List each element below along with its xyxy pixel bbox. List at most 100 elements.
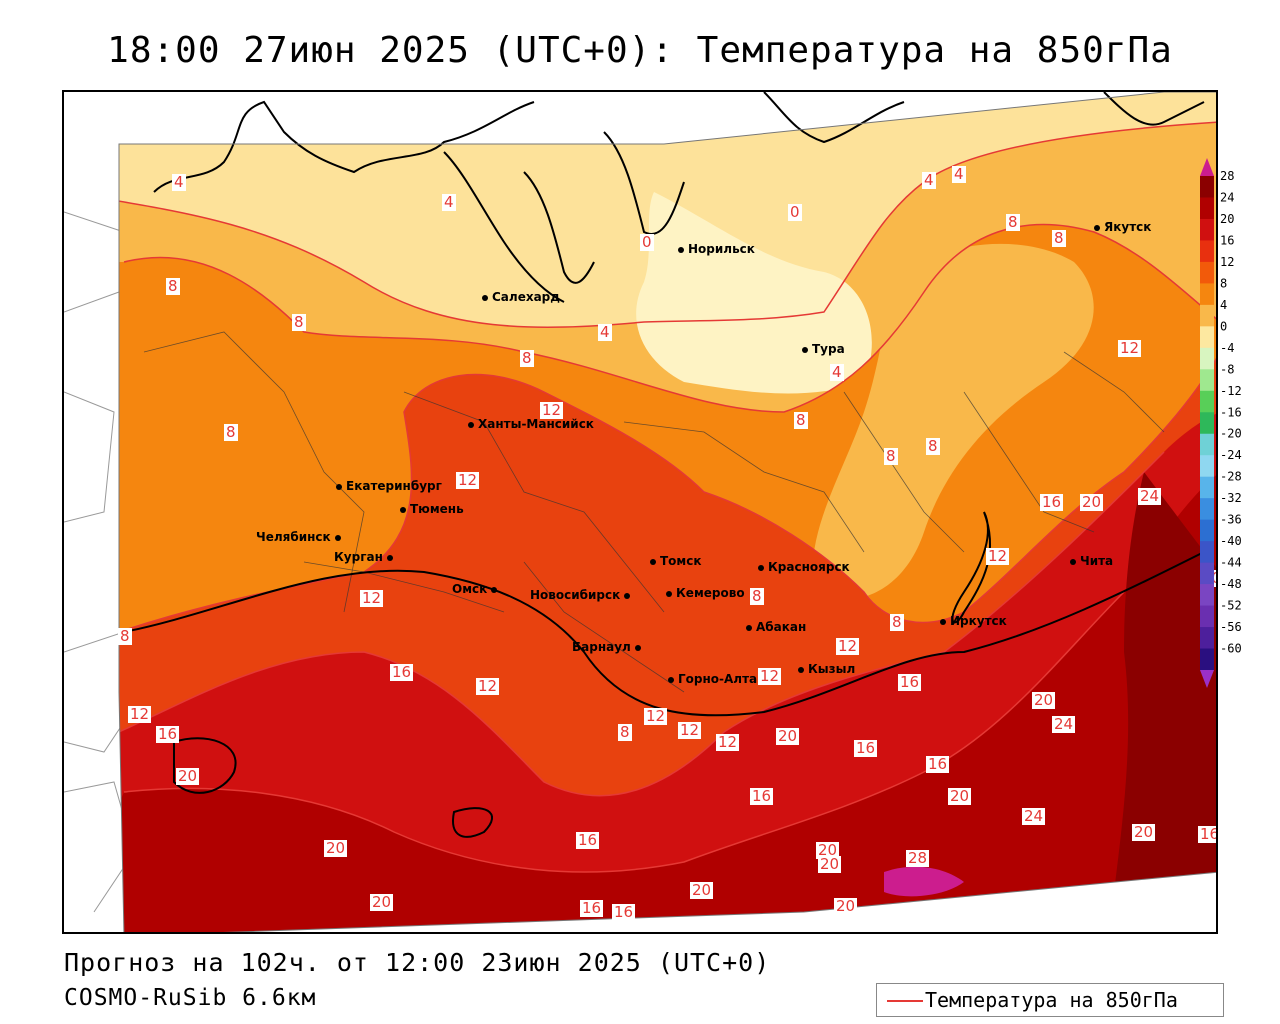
colorbar-swatch	[1200, 627, 1214, 650]
contour-label: 20	[1032, 691, 1056, 709]
colorbar-tick-label: 8	[1220, 276, 1227, 290]
colorbar-swatch	[1200, 197, 1214, 220]
colorbar-swatch	[1200, 519, 1214, 542]
colorbar-swatch	[1200, 240, 1214, 263]
contour-label: 16	[156, 725, 180, 743]
contour-label: 8	[520, 349, 534, 367]
contour-label: 20	[370, 893, 394, 911]
city-name: Красноярск	[768, 560, 850, 574]
colorbar-tick-label: -12	[1220, 384, 1242, 398]
city-dot-icon	[634, 644, 641, 651]
contour-label: 0	[788, 203, 802, 221]
contour-label: 4	[442, 193, 456, 211]
contour-label: 8	[794, 411, 808, 429]
city-label: Ханты-Мансийск	[468, 417, 594, 431]
legend: Температура на 850гПа	[876, 983, 1224, 1017]
contour-label: 8	[166, 277, 180, 295]
contour-label: 20	[776, 727, 800, 745]
colorbar-swatch	[1200, 304, 1214, 327]
colorbar-tick-label: -20	[1220, 427, 1242, 441]
contour-label: 12	[986, 547, 1010, 565]
city-dot-icon	[1070, 558, 1076, 565]
city-dot-icon	[468, 421, 474, 428]
contour-label: 16	[1198, 826, 1216, 843]
city-label: Екатеринбург	[336, 479, 442, 493]
contour-label: 12	[456, 471, 480, 489]
city-dot-icon	[678, 246, 684, 253]
contour-label: 20	[818, 855, 842, 873]
colorbar-tick-label: -16	[1220, 405, 1242, 419]
city-label: Новосибирск	[530, 588, 634, 602]
contour-label: 8	[118, 627, 132, 645]
colorbar-swatch	[1200, 176, 1214, 198]
city-name: Тура	[812, 342, 845, 356]
city-name: Челябинск	[256, 530, 331, 544]
admin-borders	[143, 331, 1165, 693]
city-dot-icon	[798, 666, 804, 673]
contour-label: 20	[1132, 823, 1156, 841]
city-dot-icon	[802, 346, 808, 353]
city-dot-icon	[491, 586, 498, 593]
city-dot-icon	[1094, 224, 1100, 231]
contour-label: 8	[750, 587, 764, 605]
city-label: Тура	[802, 342, 845, 356]
colorbar-tick-label: -28	[1220, 470, 1242, 484]
contour-label: 8	[1052, 229, 1066, 247]
contour-label: 16	[750, 787, 774, 805]
city-label: Иркутск	[940, 614, 1007, 628]
contour-label: 0	[640, 233, 654, 251]
colorbar-tick-label: 0	[1220, 319, 1227, 333]
colorbar-swatch	[1200, 562, 1214, 585]
city-name: Горно-Алтайск	[678, 672, 781, 686]
contour-label: 8	[884, 447, 898, 465]
aral-sea	[173, 737, 237, 794]
colorbar-tick-label: 20	[1220, 212, 1234, 226]
contour-label: 12	[1118, 339, 1142, 357]
contour-label: 16	[926, 755, 950, 773]
contour-label: 20	[176, 767, 200, 785]
zone-4-8-east	[812, 243, 1094, 600]
city-dot-icon	[400, 506, 406, 513]
colorbar-swatch	[1200, 541, 1214, 564]
contour-label: 4	[830, 363, 844, 381]
city-dot-icon	[666, 590, 672, 597]
city-name: Барнаул	[572, 640, 631, 654]
colorbar-swatch	[1200, 584, 1214, 607]
domain-outline	[118, 92, 1216, 932]
colorbar-swatch	[1200, 498, 1214, 521]
city-dot-icon	[746, 624, 752, 631]
city-dot-icon	[940, 618, 946, 625]
colorbar-tick-label: 4	[1220, 298, 1227, 312]
colorbar-tick-label: -4	[1220, 341, 1234, 355]
contour-label: 28	[906, 849, 930, 867]
city-dot-icon	[386, 554, 393, 561]
colorbar-tick-label: 12	[1220, 255, 1234, 269]
city-label: Норильск	[678, 242, 755, 256]
city-dot-icon	[668, 676, 674, 683]
contour-label: 8	[926, 437, 940, 455]
city-label: Горно-Алтайск	[668, 672, 781, 686]
contour-label: 12	[678, 721, 702, 739]
contour-label: 24	[1052, 715, 1076, 733]
contour-label: 8	[224, 423, 238, 441]
colorbar-swatch	[1200, 390, 1214, 413]
contour-label: 12	[128, 705, 152, 723]
city-label: Красноярск	[758, 560, 850, 574]
colorbar-tick-label: -60	[1220, 642, 1242, 656]
city-name: Новосибирск	[530, 588, 621, 602]
zone-28-plus	[884, 866, 964, 897]
city-label: Якутск	[1094, 220, 1151, 234]
colorbar-tick-label: -52	[1220, 599, 1242, 613]
city-name: Норильск	[688, 242, 755, 256]
colorbar-swatch	[1200, 218, 1214, 241]
contour-label: 20	[834, 897, 858, 915]
colorbar-tick-label: -40	[1220, 534, 1242, 548]
contour-label: 16	[898, 673, 922, 691]
city-dot-icon	[482, 294, 488, 301]
map-frame: Норильск Якутск Салехард Тура Ханты-Манс…	[62, 90, 1218, 934]
colorbar-swatch	[1200, 476, 1214, 499]
colorbar-tick-label: -44	[1220, 556, 1242, 570]
city-label: Абакан	[746, 620, 806, 634]
contour-label: 8	[618, 723, 632, 741]
city-name: Тюмень	[410, 502, 464, 516]
